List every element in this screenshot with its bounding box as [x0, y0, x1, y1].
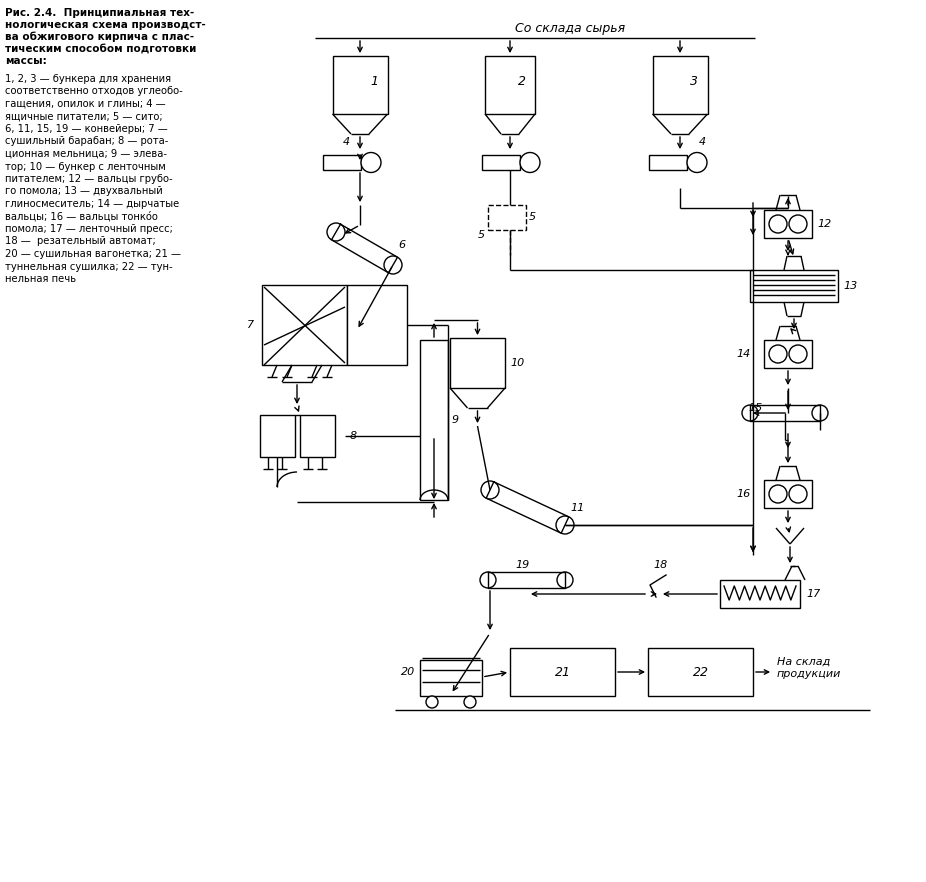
Bar	[450, 338, 505, 388]
Text: гащения, опилок и глины; 4 —: гащения, опилок и глины; 4 —	[5, 99, 166, 109]
Circle shape	[687, 153, 707, 173]
Text: го помола; 13 — двухвальный: го помола; 13 — двухвальный	[5, 186, 163, 197]
Circle shape	[361, 153, 381, 173]
Bar	[262, 285, 347, 365]
Circle shape	[769, 485, 787, 503]
Bar	[720, 580, 800, 608]
Text: 6, 11, 15, 19 — конвейеры; 7 —: 6, 11, 15, 19 — конвейеры; 7 —	[5, 124, 168, 134]
Text: Рис. 2.4.  Принципиальная тех-: Рис. 2.4. Принципиальная тех-	[5, 8, 194, 18]
Circle shape	[789, 485, 807, 503]
Text: 14: 14	[736, 349, 750, 359]
Circle shape	[520, 153, 540, 173]
Bar	[653, 56, 707, 114]
Text: 1: 1	[370, 75, 378, 88]
Bar	[764, 210, 812, 238]
Text: 12: 12	[817, 219, 832, 229]
Text: туннельная сушилка; 22 — тун-: туннельная сушилка; 22 — тун-	[5, 261, 172, 272]
Text: 20: 20	[401, 667, 415, 677]
Text: ционная мельница; 9 — элева-: ционная мельница; 9 — элева-	[5, 149, 167, 159]
Text: 10: 10	[510, 358, 524, 368]
Text: 7: 7	[247, 320, 254, 330]
Circle shape	[789, 345, 807, 363]
Text: 16: 16	[736, 489, 750, 499]
Text: 5: 5	[529, 213, 536, 222]
Text: На склад
продукции: На склад продукции	[777, 657, 842, 679]
Text: 6: 6	[398, 240, 406, 250]
Circle shape	[464, 696, 476, 708]
Text: вальцы; 16 — вальцы тонко́о: вальцы; 16 — вальцы тонко́о	[5, 212, 157, 222]
Text: 18: 18	[653, 560, 668, 570]
Bar	[260, 415, 295, 457]
Bar	[347, 285, 407, 365]
Text: 5: 5	[478, 230, 485, 240]
Bar	[750, 270, 838, 302]
Text: 8: 8	[350, 431, 357, 441]
Bar	[420, 660, 482, 696]
Text: 4: 4	[699, 137, 707, 147]
Text: 22: 22	[693, 666, 708, 678]
Circle shape	[789, 215, 807, 233]
Text: 17: 17	[806, 589, 820, 599]
Bar	[488, 205, 526, 230]
Circle shape	[556, 516, 574, 534]
Text: помола; 17 — ленточный пресс;: помола; 17 — ленточный пресс;	[5, 224, 173, 234]
Text: 18 —  резательный автомат;: 18 — резательный автомат;	[5, 236, 156, 246]
Bar	[649, 155, 687, 170]
Bar	[510, 648, 615, 696]
Bar	[764, 480, 812, 508]
Text: 19: 19	[515, 560, 530, 570]
Text: 3: 3	[690, 75, 698, 88]
Text: Со склада сырья: Со склада сырья	[515, 22, 625, 35]
Bar	[648, 648, 753, 696]
Text: 20 — сушильная вагонетка; 21 —: 20 — сушильная вагонетка; 21 —	[5, 249, 181, 259]
Text: 15: 15	[748, 403, 762, 413]
Bar	[420, 340, 448, 500]
Text: 13: 13	[843, 281, 857, 291]
Text: сушильный барабан; 8 — рота-: сушильный барабан; 8 — рота-	[5, 137, 169, 146]
Circle shape	[384, 256, 402, 274]
Circle shape	[327, 223, 345, 241]
Circle shape	[742, 405, 758, 421]
Text: нологическая схема производст-: нологическая схема производст-	[5, 20, 206, 30]
Bar	[323, 155, 361, 170]
Text: 11: 11	[570, 503, 584, 513]
Circle shape	[557, 572, 573, 588]
Text: ящичные питатели; 5 — сито;: ящичные питатели; 5 — сито;	[5, 111, 163, 122]
Circle shape	[480, 572, 496, 588]
Text: 9: 9	[452, 415, 459, 425]
Text: глиносмеситель; 14 — дырчатые: глиносмеситель; 14 — дырчатые	[5, 199, 180, 209]
Text: ва обжигового кирпича с плас-: ва обжигового кирпича с плас-	[5, 32, 194, 42]
Text: тическим способом подготовки: тическим способом подготовки	[5, 44, 196, 54]
Text: 2: 2	[518, 75, 526, 88]
Text: 21: 21	[555, 666, 570, 678]
Bar	[300, 415, 335, 457]
Circle shape	[769, 215, 787, 233]
Text: 4: 4	[343, 137, 350, 147]
Text: соответственно отходов углеобо-: соответственно отходов углеобо-	[5, 86, 182, 96]
Text: массы:: массы:	[5, 56, 46, 66]
Circle shape	[812, 405, 828, 421]
Circle shape	[769, 345, 787, 363]
Bar	[764, 340, 812, 368]
Circle shape	[426, 696, 438, 708]
Bar	[332, 56, 387, 114]
Text: питателем; 12 — вальцы грубо-: питателем; 12 — вальцы грубо-	[5, 174, 172, 184]
Text: нельная печь: нельная печь	[5, 274, 76, 284]
Text: тор; 10 — бункер с ленточным: тор; 10 — бункер с ленточным	[5, 161, 166, 171]
Text: 1, 2, 3 — бункера для хранения: 1, 2, 3 — бункера для хранения	[5, 74, 171, 84]
Bar	[485, 56, 535, 114]
Bar	[482, 155, 520, 170]
Circle shape	[481, 481, 499, 499]
